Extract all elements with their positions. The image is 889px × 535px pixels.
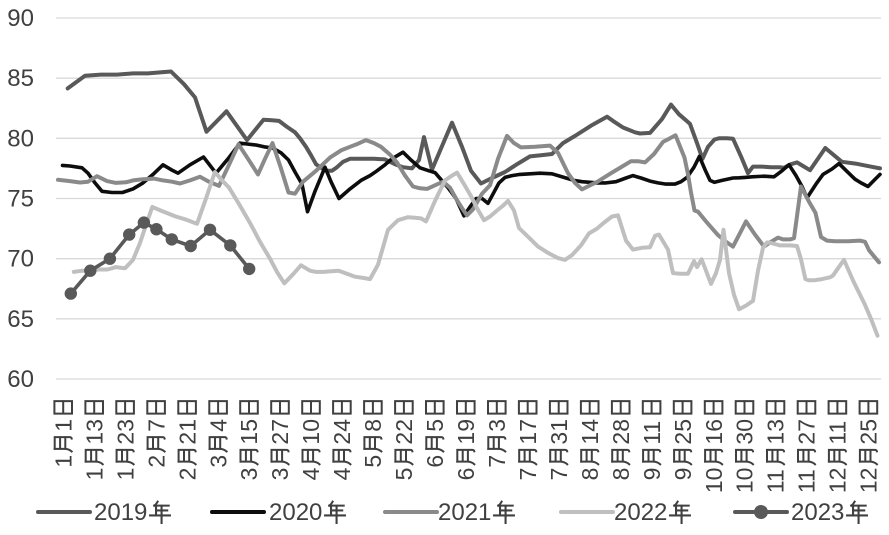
svg-text:11: 11 — [763, 469, 789, 493]
svg-text:2022: 2022 — [614, 499, 667, 526]
svg-text:2: 2 — [174, 468, 200, 481]
svg-text:14: 14 — [577, 419, 603, 445]
svg-text:60: 60 — [7, 366, 34, 393]
svg-text:16: 16 — [701, 419, 727, 445]
svg-text:70: 70 — [7, 246, 34, 273]
svg-text:13: 13 — [763, 419, 789, 445]
svg-text:11: 11 — [825, 421, 851, 445]
svg-text:15: 15 — [236, 419, 262, 445]
svg-text:28: 28 — [608, 419, 634, 445]
svg-text:4: 4 — [329, 467, 355, 480]
svg-text:1: 1 — [50, 455, 76, 468]
svg-text:1: 1 — [81, 468, 107, 481]
svg-text:65: 65 — [7, 306, 34, 333]
svg-text:4: 4 — [298, 467, 324, 480]
svg-text:6: 6 — [453, 468, 479, 481]
svg-text:1: 1 — [50, 419, 76, 432]
svg-text:11: 11 — [639, 421, 665, 445]
svg-text:8: 8 — [360, 419, 386, 432]
svg-text:2: 2 — [143, 455, 169, 468]
svg-text:7: 7 — [546, 468, 572, 481]
svg-text:85: 85 — [7, 65, 34, 92]
svg-text:23: 23 — [112, 419, 138, 445]
svg-text:3: 3 — [236, 468, 262, 481]
svg-text:3: 3 — [267, 468, 293, 481]
svg-text:4: 4 — [205, 419, 231, 432]
svg-text:2023: 2023 — [791, 499, 844, 526]
svg-text:10: 10 — [298, 419, 324, 445]
svg-text:22: 22 — [391, 419, 417, 445]
svg-text:1: 1 — [112, 468, 138, 481]
svg-text:2021: 2021 — [438, 499, 491, 526]
svg-text:13: 13 — [81, 419, 107, 445]
svg-text:8: 8 — [608, 468, 634, 481]
svg-text:80: 80 — [7, 125, 34, 152]
svg-text:3: 3 — [205, 455, 231, 468]
svg-text:2020: 2020 — [269, 499, 322, 526]
svg-text:8: 8 — [577, 468, 603, 481]
svg-text:90: 90 — [7, 5, 34, 32]
svg-text:10: 10 — [701, 468, 727, 494]
svg-text:2019: 2019 — [94, 499, 147, 526]
svg-text:12: 12 — [856, 468, 882, 494]
svg-text:21: 21 — [174, 419, 200, 445]
svg-text:75: 75 — [7, 186, 34, 213]
svg-text:27: 27 — [794, 419, 820, 445]
svg-text:5: 5 — [422, 419, 448, 432]
svg-text:5: 5 — [360, 455, 386, 468]
svg-text:31: 31 — [546, 419, 572, 445]
svg-text:5: 5 — [391, 468, 417, 481]
svg-text:24: 24 — [329, 419, 355, 445]
svg-text:10: 10 — [732, 468, 758, 494]
svg-text:7: 7 — [484, 455, 510, 468]
svg-text:25: 25 — [670, 419, 696, 445]
svg-text:9: 9 — [639, 468, 665, 481]
svg-text:6: 6 — [422, 455, 448, 468]
svg-text:30: 30 — [732, 419, 758, 445]
svg-text:12: 12 — [825, 468, 851, 494]
svg-text:3: 3 — [484, 419, 510, 432]
svg-text:17: 17 — [515, 419, 541, 445]
svg-text:7: 7 — [515, 468, 541, 481]
svg-text:25: 25 — [856, 419, 882, 445]
svg-text:19: 19 — [453, 419, 479, 445]
svg-text:27: 27 — [267, 419, 293, 445]
svg-text:7: 7 — [143, 419, 169, 432]
svg-text:9: 9 — [670, 468, 696, 481]
svg-text:11: 11 — [794, 469, 820, 493]
